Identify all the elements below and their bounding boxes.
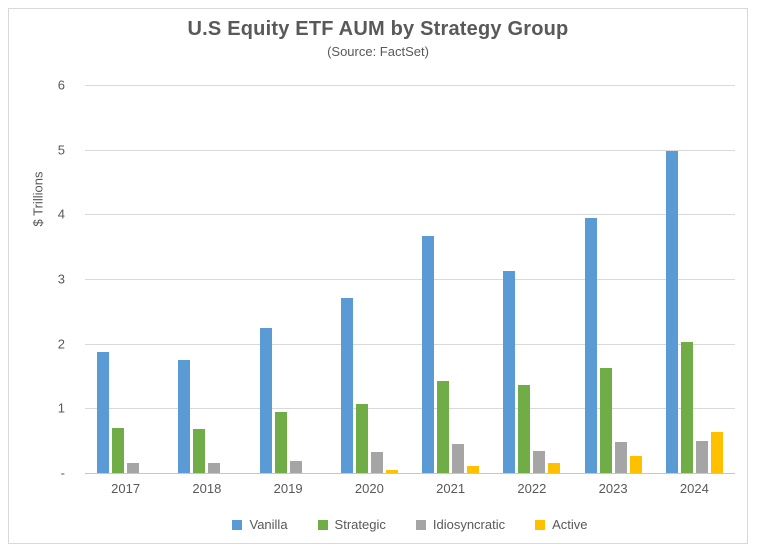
bar-active-2024 <box>710 432 723 473</box>
legend-label: Strategic <box>334 517 386 532</box>
x-axis-label-2024: 2024 <box>679 481 709 496</box>
bar-active-2021 <box>467 465 480 473</box>
bar-group-2020 <box>329 85 410 473</box>
bar-active-2023 <box>629 455 642 473</box>
bar-vanilla-2018 <box>178 360 191 473</box>
y-tick-label-0: - <box>60 465 65 481</box>
chart-frame: U.S Equity ETF AUM by Strategy Group (So… <box>8 8 748 544</box>
chart-title: U.S Equity ETF AUM by Strategy Group <box>187 18 569 40</box>
y-tick-label-3: 3 <box>57 271 65 287</box>
bar-strategic-2022 <box>518 385 531 473</box>
bar-idiosyncratic-2023 <box>614 441 627 473</box>
x-axis-label-2022: 2022 <box>517 481 547 496</box>
bar-vanilla-2024 <box>665 150 678 473</box>
legend-swatch-icon <box>232 519 243 530</box>
bar-group-2017 <box>85 85 166 473</box>
x-axis-label-2018: 2018 <box>192 481 222 496</box>
y-tick-label-1: 1 <box>57 400 65 416</box>
bar-strategic-2017 <box>112 427 125 473</box>
legend-item-vanilla: Vanilla <box>232 517 288 532</box>
bar-strategic-2020 <box>355 403 368 473</box>
bar-idiosyncratic-2024 <box>695 441 708 473</box>
legend-swatch-icon <box>317 519 328 530</box>
bar-strategic-2019 <box>274 412 287 473</box>
bar-idiosyncratic-2020 <box>370 452 383 473</box>
bar-strategic-2021 <box>437 380 450 473</box>
plot-area <box>85 85 735 474</box>
legend: Vanilla Strategic Idiosyncratic Active <box>85 517 735 532</box>
legend-label: Vanilla <box>249 517 288 532</box>
legend-label: Active <box>552 517 588 532</box>
bar-group-2018 <box>166 85 247 473</box>
x-axis-labels: 2017 2018 2019 2020 2021 2022 2023 2024 <box>85 481 735 496</box>
x-axis-label-2021: 2021 <box>436 481 466 496</box>
bar-group-2021 <box>410 85 491 473</box>
y-tick-label-4: 4 <box>57 206 65 222</box>
bar-idiosyncratic-2022 <box>533 451 546 473</box>
bar-idiosyncratic-2019 <box>289 460 302 473</box>
bar-group-2024 <box>654 85 735 473</box>
bar-group-2023 <box>573 85 654 473</box>
x-axis-label-2017: 2017 <box>111 481 141 496</box>
bar-vanilla-2020 <box>340 298 353 473</box>
x-axis-label-2020: 2020 <box>354 481 384 496</box>
legend-item-active: Active <box>535 517 588 532</box>
bar-vanilla-2019 <box>259 327 272 473</box>
gridline-y-1 <box>85 408 735 410</box>
chart-subtitle: (Source: FactSet) <box>327 44 429 59</box>
bar-vanilla-2023 <box>584 217 597 473</box>
y-tick-label-2: 2 <box>57 336 65 352</box>
gridline-y-3 <box>85 279 735 280</box>
bar-strategic-2023 <box>599 367 612 473</box>
bar-group-2019 <box>248 85 329 473</box>
y-tick-label-6: 6 <box>57 77 65 93</box>
legend-swatch-icon <box>535 519 546 530</box>
bar-vanilla-2022 <box>503 271 516 473</box>
bar-vanilla-2021 <box>422 235 435 473</box>
legend-item-idiosyncratic: Idiosyncratic <box>415 517 506 532</box>
y-axis-tick-labels: 6 5 4 3 2 1 - <box>9 78 75 481</box>
bar-strategic-2018 <box>193 429 206 473</box>
gridline-y-2 <box>85 343 735 345</box>
gridline-y-5 <box>85 149 735 151</box>
legend-swatch-icon <box>415 519 426 530</box>
gridline-y-4 <box>85 214 735 216</box>
x-axis-label-2019: 2019 <box>273 481 303 496</box>
legend-item-strategic: Strategic <box>317 517 386 532</box>
bar-active-2020 <box>385 469 398 473</box>
legend-label: Idiosyncratic <box>432 517 506 532</box>
bar-group-2022 <box>491 85 572 473</box>
bar-idiosyncratic-2018 <box>208 463 221 473</box>
bar-strategic-2024 <box>680 341 693 473</box>
bar-groups <box>85 85 735 473</box>
x-axis-label-2023: 2023 <box>598 481 628 496</box>
y-tick-label-5: 5 <box>57 142 65 158</box>
bar-idiosyncratic-2021 <box>452 443 465 473</box>
gridline-y-6 <box>85 85 735 86</box>
bar-vanilla-2017 <box>97 352 110 473</box>
bar-idiosyncratic-2017 <box>127 462 140 473</box>
bar-active-2022 <box>548 462 561 473</box>
